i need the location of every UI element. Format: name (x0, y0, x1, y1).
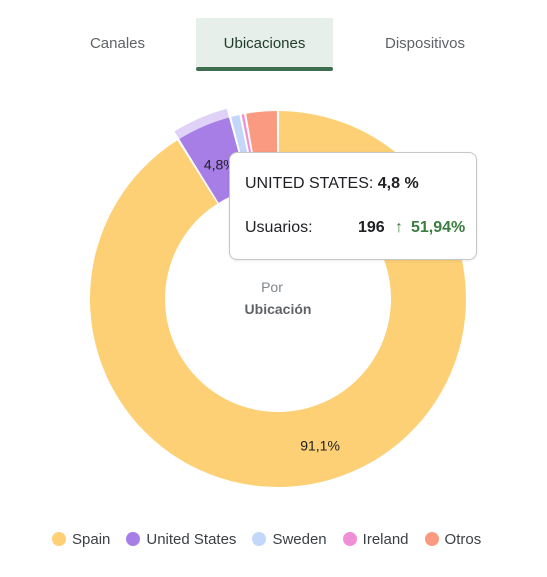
location-donut-chart: 91,1% 4,8% Por Ubicación (89, 108, 466, 487)
legend-item-otros[interactable]: Otros (424, 530, 482, 548)
tooltip-share: 4,8 % (377, 175, 419, 192)
tooltip-country: UNITED STATES: (245, 175, 374, 192)
slice-data-label: 4,8% (204, 157, 236, 173)
legend-label: Spain (72, 530, 111, 548)
legend-dot (126, 532, 141, 546)
arrow-up-icon: ↑ (395, 219, 403, 236)
active-tab-indicator (196, 67, 333, 71)
legend-item-united-states[interactable]: United States (126, 531, 236, 548)
center-label-line2: Ubicación (245, 301, 312, 317)
tab-label-canales: Canales (89, 34, 146, 52)
tooltip-users-value: 196 (358, 219, 385, 236)
legend-dot (342, 532, 357, 546)
tab-label-dispositivos: Dispositivos (384, 34, 466, 52)
tooltip-users-row: Usuarios: 196 ↑ 51,94% (245, 219, 465, 237)
legend-item-spain[interactable]: Spain (52, 531, 110, 548)
tab-ubicaciones[interactable]: Ubicaciones (196, 18, 333, 71)
slice-data-label: 91,1% (300, 438, 340, 454)
chart-legend: Spain United States Sweden Ireland Otros (52, 529, 497, 549)
legend-dot (52, 532, 66, 546)
center-label-line1: Por (261, 279, 283, 295)
tab-dispositivos[interactable]: Dispositivos (357, 18, 493, 68)
location-tabs: Canales Ubicaciones Dispositivos (0, 18, 547, 71)
legend-label: Otros (444, 530, 482, 548)
tab-label-ubicaciones: Ubicaciones (223, 34, 306, 52)
legend-item-ireland[interactable]: Ireland (342, 530, 409, 548)
chart-tooltip: UNITED STATES: 4,8 % Usuarios: 196 ↑ 51,9… (229, 152, 477, 260)
slice-highlight-ring (174, 108, 230, 140)
legend-label: United States (146, 530, 237, 548)
legend-dot (252, 532, 267, 546)
legend-dot (424, 532, 439, 546)
tooltip-title: UNITED STATES: 4,8 % (245, 175, 419, 193)
legend-label: Ireland (362, 530, 409, 548)
legend-label: Sweden (272, 530, 327, 548)
tooltip-delta: ↑ 51,94% (395, 219, 465, 237)
legend-item-sweden[interactable]: Sweden (252, 530, 327, 548)
tab-canales[interactable]: Canales (60, 18, 175, 68)
tooltip-delta-value: 51,94% (411, 219, 466, 236)
tooltip-users-label: Usuarios: (245, 219, 313, 236)
